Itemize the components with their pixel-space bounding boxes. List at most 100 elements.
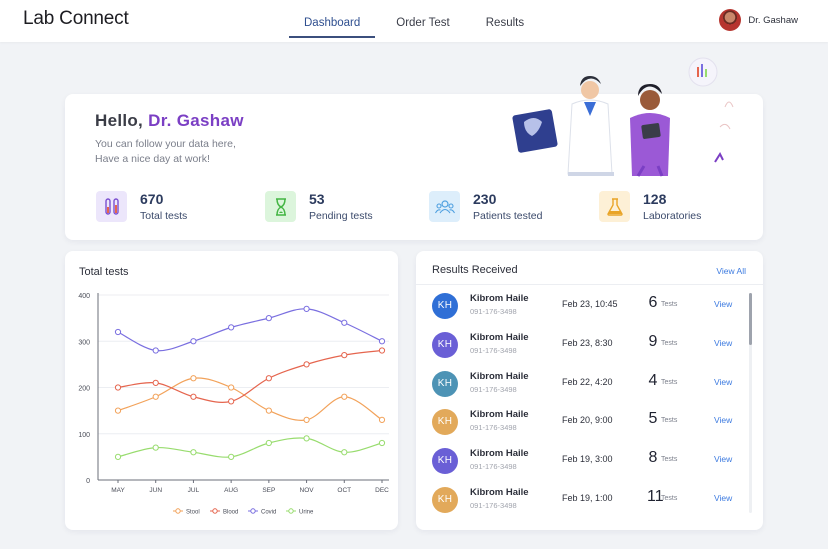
stat-value: 128 [643, 191, 667, 207]
result-row[interactable]: KH Kibrom Haile 091-176-3498 Feb 20, 9:00 5 T… [416, 406, 746, 445]
data-point-blood [378, 347, 386, 354]
data-point-stool [114, 407, 122, 414]
patient-phone: 091-176-3498 [470, 462, 517, 472]
stat-label: Laboratories [643, 210, 702, 222]
legend-label-blood: Blood [223, 510, 238, 516]
scrollbar-thumb[interactable] [749, 293, 752, 345]
result-row[interactable]: KH Kibrom Haile 091-176-3498 Feb 19, 1:00 11… [416, 484, 746, 523]
patient-name: Kibrom Haile [470, 448, 529, 460]
data-point-blood [152, 379, 159, 386]
view-result-link[interactable]: View [714, 299, 733, 309]
welcome-subtitle: You can follow your data here, Have a ni… [95, 137, 295, 167]
main-nav: Dashboard Order Test Results [289, 0, 539, 42]
user-menu[interactable]: Dr. Gashaw [719, 9, 798, 31]
scrollbar-track[interactable] [749, 293, 752, 513]
patient-name: Kibrom Haile [470, 487, 529, 498]
data-point-urine [152, 444, 159, 451]
patient-phone: 091-176-3498 [470, 423, 517, 433]
greeting-heading: Hello, Dr. Gashaw [95, 111, 244, 131]
user-name: Dr. Gashaw [748, 14, 798, 26]
subtitle-line-2: Have a nice day at work! [95, 153, 210, 165]
stat-value: 53 [309, 191, 325, 207]
y-tick-label: 300 [78, 339, 90, 346]
data-point-blood [341, 352, 348, 359]
greeting-word: Hello, [95, 111, 144, 130]
data-point-blood [190, 393, 197, 400]
top-bar: Lab Connect Dashboard Order Test Results… [0, 0, 828, 42]
data-point-urine [190, 449, 197, 456]
series-line-urine [117, 437, 383, 458]
result-date: Feb 19, 3:00 [562, 454, 613, 465]
view-result-link[interactable]: View [714, 376, 733, 387]
y-tick-label: 400 [78, 293, 90, 300]
results-list[interactable]: KH Kibrom Haile 091-176-3498 Feb 23, 10:45 6… [416, 285, 763, 530]
data-point-covid [114, 328, 122, 336]
patient-avatar: KH [432, 331, 458, 358]
divider [416, 284, 763, 285]
nav-order-test[interactable]: Order Test [396, 17, 450, 29]
data-point-stool [228, 384, 235, 391]
x-tick-label: OCT [337, 487, 351, 494]
stat-laboratories: 128 Laboratories [599, 191, 701, 223]
nav-results[interactable]: Results [485, 17, 525, 29]
view-result-link[interactable]: View [714, 337, 733, 348]
x-tick-label: DEC [375, 487, 389, 494]
data-point-urine [265, 439, 272, 447]
data-point-urine [303, 435, 310, 442]
patient-phone: 091-176-3498 [470, 307, 517, 316]
stat-patients-tested: 230 Patients tested [429, 191, 542, 223]
result-date: Feb 22, 4:20 [562, 376, 613, 387]
view-result-link[interactable]: View [714, 454, 733, 465]
x-tick-label: JUL [188, 487, 200, 494]
result-row[interactable]: KH Kibrom Haile 091-176-3498 Feb 19, 3:00 8 T… [416, 445, 746, 484]
stat-total-tests: 670 Total tests [96, 191, 187, 223]
welcome-card: Hello, Dr. Gashaw You can follow your da… [65, 57, 763, 240]
tests-label: Tests [661, 456, 678, 464]
patient-avatar: KH [432, 448, 458, 475]
flask-icon [599, 191, 630, 222]
legend-label-stool: Stool [186, 510, 200, 516]
legend-marker-blood [212, 508, 218, 514]
subtitle-line-1: You can follow your data here, [95, 138, 236, 150]
data-point-urine [378, 439, 386, 447]
result-date: Feb 20, 9:00 [562, 415, 613, 426]
patient-phone: 091-176-3498 [470, 345, 517, 355]
results-title: Results Received [432, 264, 518, 276]
test-count: 4 [648, 371, 658, 389]
avatar[interactable] [719, 9, 742, 31]
nav-dashboard[interactable]: Dashboard [289, 0, 376, 38]
data-point-urine [114, 453, 122, 460]
x-tick-label: MAY [111, 487, 125, 494]
view-result-link[interactable]: View [714, 493, 733, 503]
patient-avatar: KH [432, 409, 458, 436]
data-point-covid [378, 338, 386, 345]
test-count: 6 [648, 294, 658, 311]
app-logo[interactable]: Lab Connect [23, 8, 129, 29]
y-tick-label: 200 [78, 386, 90, 393]
patient-avatar: KH [432, 293, 458, 319]
data-point-stool [378, 416, 386, 423]
result-row[interactable]: KH Kibrom Haile 091-176-3498 Feb 23, 10:45 6… [416, 290, 746, 329]
test-tubes-icon [96, 191, 127, 222]
data-point-blood [228, 398, 235, 405]
patient-avatar: KH [432, 370, 458, 397]
data-point-stool [303, 416, 310, 423]
view-all-link[interactable]: View All [716, 266, 746, 276]
line-chart: 0 100 200 300 400 MAY JUN JUL AUG SEP NOV OCT DEC Sto… [78, 293, 389, 516]
result-date: Feb 19, 1:00 [562, 493, 613, 503]
stat-label: Total tests [140, 210, 188, 222]
legend-marker-stool [175, 508, 181, 514]
data-point-urine [228, 453, 235, 460]
tests-label: Tests [661, 378, 678, 386]
test-count: 5 [648, 410, 658, 428]
result-row[interactable]: KH Kibrom Haile 091-176-3498 Feb 22, 4:20 4 T… [416, 368, 746, 407]
data-point-covid [341, 319, 348, 326]
result-row[interactable]: KH Kibrom Haile 091-176-3498 Feb 23, 8:30 9 T… [416, 329, 746, 368]
patient-name: Kibrom Haile [470, 293, 529, 304]
legend-label-covid: Covid [261, 510, 276, 516]
patient-phone: 091-176-3498 [470, 501, 517, 510]
data-point-blood [303, 361, 310, 368]
data-point-covid [190, 338, 197, 345]
view-result-link[interactable]: View [714, 415, 733, 426]
y-tick-label: 100 [78, 432, 90, 439]
